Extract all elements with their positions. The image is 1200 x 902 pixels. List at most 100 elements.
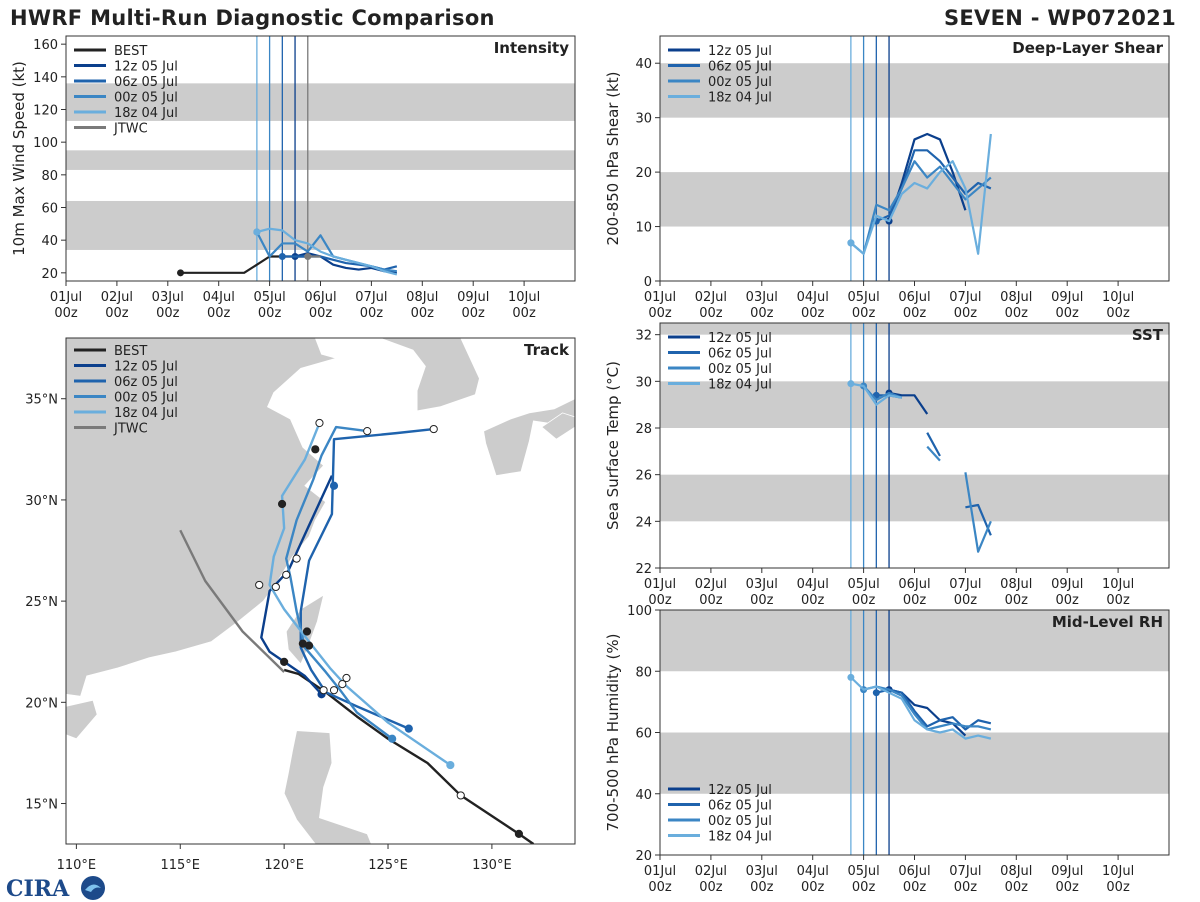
track-ytick-label: 30°N: [25, 494, 58, 509]
intensity-start-point-jtwc: [304, 253, 312, 260]
sst-xtick-day: 01Jul: [644, 577, 676, 592]
rh-ytick-label: 80: [635, 665, 652, 680]
intensity-xtick-day: 07Jul: [355, 290, 387, 305]
sst-xtick-day: 02Jul: [695, 577, 727, 592]
track-frame: [65, 337, 576, 845]
track-point: [311, 445, 320, 454]
sst-series-r00z: [926, 445, 941, 462]
intensity-xtick-hour: 00z: [411, 306, 435, 321]
intensity-ylabel: 10m Max Wind Speed (kt): [10, 61, 28, 256]
track-line-r06z: [299, 427, 434, 730]
hainan-landmass: [66, 699, 98, 740]
shear-xtick-hour: 00z: [1106, 306, 1130, 321]
track-point-r18z: [271, 582, 280, 592]
track-legend-label: 00z 05 Jul: [114, 391, 178, 406]
intensity-xtick-day: 04Jul: [203, 290, 235, 305]
track-point: [277, 499, 287, 509]
sst-series-r06z: [926, 432, 941, 457]
sst-band: [660, 474, 1169, 522]
intensity-legend-label: 06z 05 Jul: [114, 75, 178, 90]
rh-ytick-label: 60: [635, 727, 652, 742]
shear-ytick-label: 40: [635, 57, 652, 72]
track-point: [282, 570, 291, 579]
track-point: [319, 686, 328, 695]
rh-xtick-hour: 00z: [954, 880, 978, 895]
shear-xtick-day: 08Jul: [1000, 290, 1032, 305]
track-point-r00z: [388, 734, 397, 743]
korea-landmass: [379, 338, 480, 412]
shear-ylabel: 200-850 hPa Shear (kt): [604, 72, 622, 246]
sst-series-r00z: [862, 385, 903, 402]
rh-start-point-r18z: [847, 673, 855, 681]
logo-swirl-icon: [80, 876, 105, 900]
intensity-xtick-hour: 00z: [512, 306, 536, 321]
rh-xtick-day: 03Jul: [746, 864, 778, 879]
intensity-xtick-day: 01Jul: [50, 290, 82, 305]
intensity-xtick-hour: 00z: [309, 306, 333, 321]
rh-xtick-hour: 00z: [1106, 880, 1130, 895]
shear-legend-label: 12z 05 Jul: [708, 44, 772, 59]
track-point: [342, 673, 351, 683]
intensity-xtick-hour: 00z: [54, 306, 78, 321]
rh-xtick-day: 02Jul: [695, 864, 727, 879]
track-xtick-label: 125°E: [368, 858, 408, 873]
sst-panel: 22242628303201Jul00z02Jul00z03Jul00z04Ju…: [604, 322, 1170, 608]
sst-band: [660, 381, 1169, 428]
track-legend-label: 06z 05 Jul: [114, 375, 178, 390]
track-xtick-label: 110°E: [57, 858, 97, 873]
intensity-legend-label: 18z 04 Jul: [114, 106, 178, 121]
track-title: Track: [524, 341, 570, 359]
shear-legend-label: 06z 05 Jul: [708, 60, 772, 75]
track-point-r06z: [404, 724, 413, 733]
intensity-xtick-day: 09Jul: [457, 290, 489, 305]
sst-xtick-hour: 00z: [852, 593, 876, 608]
sst-band: [660, 323, 1169, 335]
shear-start-point-r18z: [847, 239, 855, 247]
rh-xtick-hour: 00z: [852, 880, 876, 895]
rh-xtick-day: 06Jul: [898, 864, 930, 879]
rh-legend-label: 12z 05 Jul: [708, 783, 772, 798]
shear-series-r18z: [850, 133, 992, 255]
shear-ytick-label: 0: [644, 275, 652, 290]
intensity-xtick-day: 02Jul: [101, 290, 133, 305]
sst-xtick-day: 03Jul: [746, 577, 778, 592]
shear-xtick-day: 10Jul: [1102, 290, 1134, 305]
sst-xtick-hour: 00z: [750, 593, 774, 608]
shear-band: [660, 172, 1169, 227]
shear-xtick-day: 01Jul: [644, 290, 676, 305]
rh-series-r18z: [850, 676, 992, 740]
intensity-xtick-hour: 00z: [105, 306, 129, 321]
sst-ytick-label: 28: [635, 422, 652, 437]
sst-start-point-r18z: [847, 380, 855, 388]
intensity-legend-label: 00z 05 Jul: [114, 91, 178, 106]
sst-xtick-day: 10Jul: [1102, 577, 1134, 592]
shear-xtick-day: 09Jul: [1051, 290, 1083, 305]
sst-xtick-hour: 00z: [954, 593, 978, 608]
shear-xtick-hour: 00z: [1056, 306, 1080, 321]
track-point-best: [514, 829, 524, 838]
track-ytick-label: 25°N: [25, 595, 58, 610]
rh-xtick-day: 05Jul: [847, 864, 879, 879]
rh-xtick-hour: 00z: [750, 880, 774, 895]
sst-xtick-day: 09Jul: [1051, 577, 1083, 592]
track-legend-label: 18z 04 Jul: [114, 406, 178, 421]
rh-legend-label: 18z 04 Jul: [708, 830, 772, 845]
intensity-ytick-label: 100: [33, 136, 58, 151]
sst-legend-label: 06z 05 Jul: [708, 347, 772, 362]
sst-series-r06z: [965, 503, 992, 536]
shear-xtick-day: 03Jul: [746, 290, 778, 305]
rh-xtick-day: 07Jul: [949, 864, 981, 879]
intensity-series-best: [180, 255, 308, 274]
shear-xtick-hour: 00z: [852, 306, 876, 321]
shear-xtick-hour: 00z: [1005, 306, 1029, 321]
figure-title: HWRF Multi-Run Diagnostic Comparison: [10, 6, 495, 30]
sst-ytick-label: 30: [635, 375, 652, 390]
track-line-r18z: [268, 422, 452, 767]
track-ytick-label: 15°N: [25, 798, 58, 813]
shear-xtick-hour: 00z: [699, 306, 723, 321]
sst-xtick-hour: 00z: [699, 593, 723, 608]
track-line-r00z: [285, 425, 393, 740]
intensity-xtick-hour: 00z: [360, 306, 384, 321]
intensity-ytick-label: 160: [33, 38, 58, 53]
rh-xtick-day: 09Jul: [1051, 864, 1083, 879]
